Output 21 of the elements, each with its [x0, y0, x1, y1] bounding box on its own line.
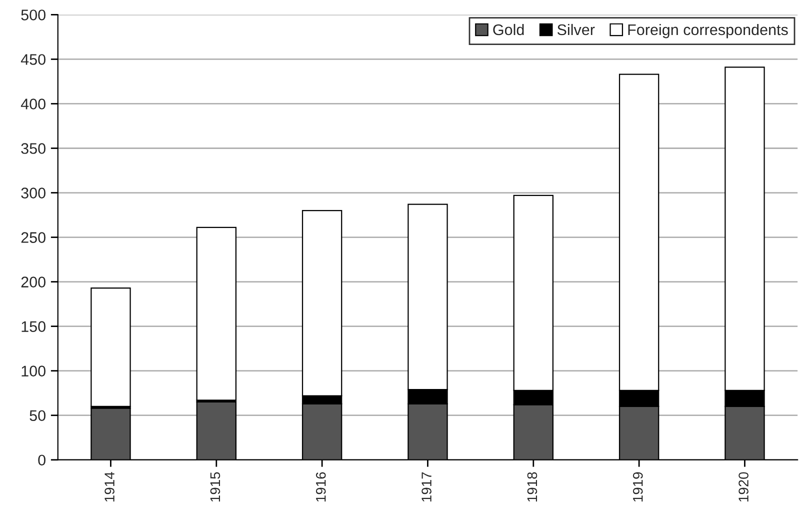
x-tick-label: 1918 [527, 472, 538, 502]
legend-label: Gold [493, 24, 524, 36]
x-tick-label: 1919 [632, 472, 643, 502]
y-tick-label: 200 [21, 276, 46, 288]
x-tick-label: 1915 [210, 472, 220, 502]
y-tick-label: 350 [21, 143, 46, 154]
y-tick-label: 300 [21, 188, 46, 198]
x-tick-label: 1916 [316, 472, 326, 502]
y-tick-label: 0 [38, 454, 46, 466]
y-tick-label: 450 [20, 54, 46, 65]
legend-label: Foreign correspondents [628, 24, 788, 38]
y-tick-label: 500 [21, 10, 46, 20]
y-tick-label: 400 [20, 98, 46, 110]
y-tick-label: 150 [22, 321, 46, 332]
y-tick-label: 250 [21, 232, 46, 243]
x-tick-label: 1917 [422, 472, 432, 502]
x-tick-label: 1920 [738, 472, 748, 502]
y-tick-label: 100 [22, 366, 46, 377]
legend-label: Silver [557, 24, 595, 36]
x-tick-label: 1914 [104, 472, 114, 502]
y-tick-label: 50 [30, 410, 46, 422]
